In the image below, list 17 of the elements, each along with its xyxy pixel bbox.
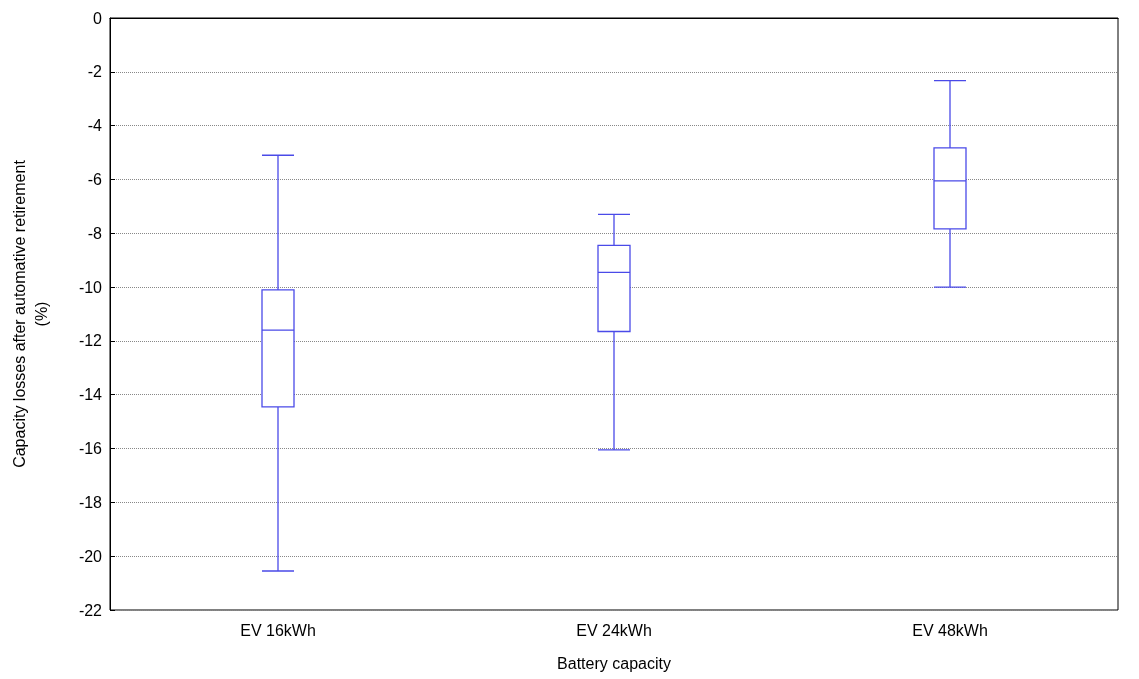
y-axis-title: Capacity losses after automative retirement (%) bbox=[10, 159, 50, 468]
y-tick-label: -6 bbox=[87, 170, 103, 188]
y-tick-label: -16 bbox=[78, 440, 103, 458]
y-tick-label: -2 bbox=[87, 63, 103, 81]
x-tick-label: EV 48kWh bbox=[912, 621, 988, 639]
x-tick-label: EV 16kWh bbox=[240, 621, 316, 639]
x-axis-title: Battery capacity bbox=[557, 654, 671, 672]
y-tick-label: -14 bbox=[78, 386, 103, 404]
y-tick-label: -18 bbox=[78, 493, 103, 511]
x-tick-label: EV 24kWh bbox=[576, 621, 652, 639]
y-tick-label: -4 bbox=[87, 117, 103, 135]
y-tick-label: -12 bbox=[78, 332, 103, 350]
y-tick-label: -8 bbox=[87, 224, 103, 242]
y-tick-label: -10 bbox=[78, 278, 103, 296]
y-tick-label: 0 bbox=[93, 9, 103, 27]
y-tick-label: -20 bbox=[78, 547, 103, 565]
y-tick-label: -22 bbox=[78, 601, 103, 619]
